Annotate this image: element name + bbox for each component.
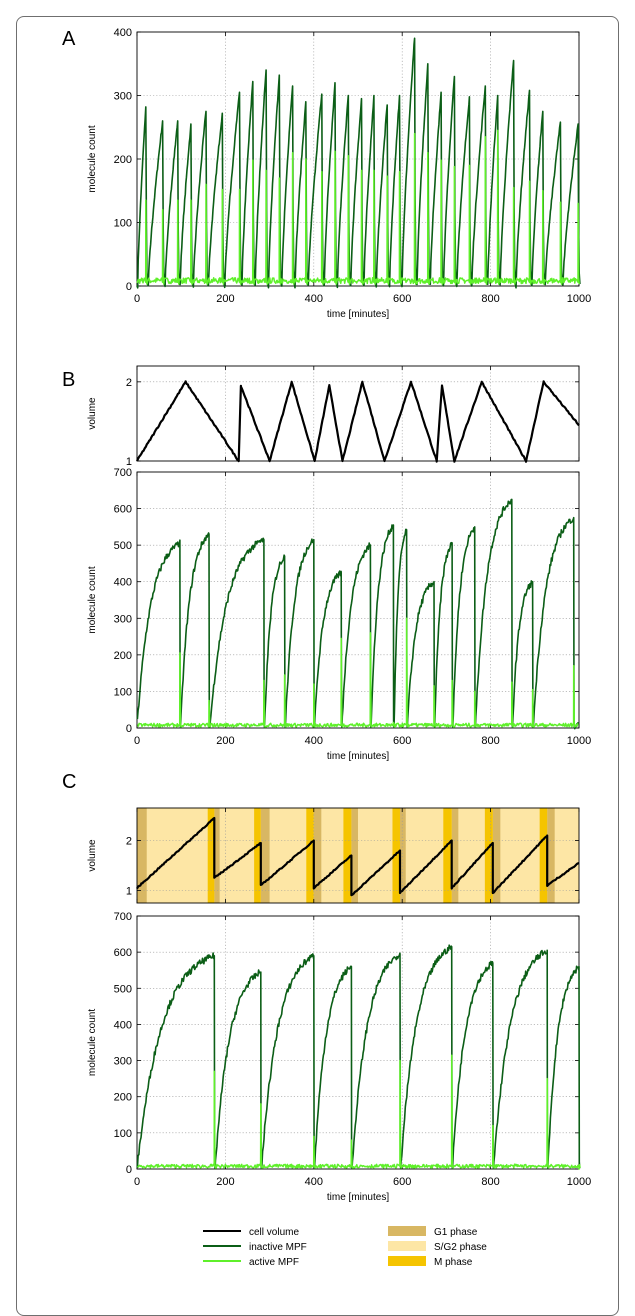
panel-c-xtick-label: 400 xyxy=(305,1176,323,1188)
panel-c-xtick-label: 200 xyxy=(216,1176,234,1188)
panel-c-ytick-label: 500 xyxy=(114,983,132,995)
panel-c-xtick-label: 600 xyxy=(393,1176,411,1188)
panel-b-xtick-label: 200 xyxy=(216,735,234,747)
panel-c-active-mpf-line xyxy=(137,1054,581,1170)
panel-b-active-mpf-line xyxy=(137,617,579,728)
panel-a-ytick-label: 300 xyxy=(114,91,132,103)
panel-c-inactive-mpf-line xyxy=(136,944,581,1170)
panel-c-ytick-label: 600 xyxy=(114,947,132,959)
panel-c-ytick-label: 700 xyxy=(114,911,132,923)
panel-b-volume-ytick-label: 2 xyxy=(126,377,132,389)
panel-a-active-mpf-line xyxy=(136,129,580,285)
panel-b-ytick-label: 500 xyxy=(114,540,132,552)
panel-c-volume-plot-frame xyxy=(136,807,580,904)
panel-c-axes: 0 100 200 300 400 500 600 700 0 200 400 600 800 1000 t… xyxy=(87,911,591,1203)
panel-a-ytick-label: 200 xyxy=(114,154,132,166)
panel-label-a: A xyxy=(62,28,76,50)
panel-b-xtick-label: 1000 xyxy=(567,735,591,747)
panel-c-m-band xyxy=(207,808,215,903)
panel-c-g1-band xyxy=(399,808,406,903)
panel-c-m-band xyxy=(484,808,493,903)
legend-swatch xyxy=(388,1226,426,1236)
panel-b-ylabel: molecule count xyxy=(87,566,98,633)
panel-a-xtick-label: 800 xyxy=(481,293,499,305)
legend-label: active MPF xyxy=(249,1257,299,1268)
panel-b-ytick-label: 100 xyxy=(114,686,132,698)
panel-b-ytick-label: 600 xyxy=(114,504,132,516)
panel-c-xtick-label: 800 xyxy=(481,1176,499,1188)
legend-swatch xyxy=(388,1256,426,1266)
legend-label: M phase xyxy=(434,1257,473,1268)
panel-c-cell-volume-line xyxy=(136,816,580,897)
panel-c-m-band xyxy=(306,808,314,903)
panel-c-g1-band xyxy=(492,808,501,903)
panel-c-m-band xyxy=(539,808,548,903)
legend-label: S/G2 phase xyxy=(434,1242,487,1253)
panel-c-ytick-label: 0 xyxy=(126,1164,132,1176)
panel-a-ytick-label: 400 xyxy=(114,27,132,39)
panel-b-volume-ytick-label: 1 xyxy=(126,456,132,468)
legend-label: cell volume xyxy=(249,1227,299,1238)
panel-b-volume-ylabel: volume xyxy=(87,397,98,430)
panel-c-g1-band xyxy=(260,808,270,903)
panel-c-ytick-label: 400 xyxy=(114,1019,132,1031)
panel-b-xlabel: time [minutes] xyxy=(327,751,389,762)
panel-c-ytick-label: 100 xyxy=(114,1128,132,1140)
legend-label: inactive MPF xyxy=(249,1242,307,1253)
panel-b-volume-axes: 1 2 volume xyxy=(87,365,580,468)
panel-b-axes: 0 100 200 300 400 500 600 700 0 200 400 600 800 1000 t… xyxy=(87,467,591,762)
panel-c-xlabel: time [minutes] xyxy=(327,1192,389,1203)
panel-b-plot-frame xyxy=(136,471,580,729)
panel-a-xtick-label: 0 xyxy=(134,293,140,305)
panel-c-ylabel: molecule count xyxy=(87,1009,98,1076)
panel-b-ytick-label: 300 xyxy=(114,613,132,625)
panel-b-ytick-label: 700 xyxy=(114,467,132,479)
panel-c-m-band xyxy=(254,808,261,903)
panel-c-phase-bands xyxy=(137,808,579,903)
panel-c-volume-ylabel: volume xyxy=(87,839,98,872)
panel-a-xtick-label: 600 xyxy=(393,293,411,305)
panel-c-g1-band xyxy=(547,808,555,903)
panel-b-ytick-label: 200 xyxy=(114,650,132,662)
panel-a-ytick-label: 0 xyxy=(126,281,132,293)
panel-a-xlabel: time [minutes] xyxy=(327,309,389,320)
panel-c-ytick-label: 300 xyxy=(114,1056,132,1068)
panel-b-xtick-label: 400 xyxy=(305,735,323,747)
panel-b-ytick-label: 400 xyxy=(114,577,132,589)
panel-c-volume-ytick-label: 1 xyxy=(126,886,132,898)
panel-b-xtick-label: 600 xyxy=(393,735,411,747)
legend-swatch xyxy=(388,1241,426,1251)
panel-a-ylabel: molecule count xyxy=(87,125,98,192)
panel-c-g1-band xyxy=(351,808,358,903)
panel-c-plot-frame xyxy=(136,915,580,1170)
panel-c-g1-band xyxy=(451,808,459,903)
panel-c-ytick-label: 200 xyxy=(114,1092,132,1104)
panel-a-xtick-label: 200 xyxy=(216,293,234,305)
panel-c-g1-band xyxy=(313,808,322,903)
panel-b-volume-plot-frame xyxy=(136,365,580,462)
panel-c-xtick-label: 1000 xyxy=(567,1176,591,1188)
panel-a-axes: 0 100 200 300 400 0 200 400 600 800 1000 time [minu… xyxy=(87,27,591,320)
panel-b-xtick-label: 0 xyxy=(134,735,140,747)
panel-a-inactive-mpf-line xyxy=(136,37,581,289)
panel-c-g1-band xyxy=(214,808,220,903)
panel-label-c: C xyxy=(62,771,76,793)
panel-c-xtick-label: 0 xyxy=(134,1176,140,1188)
panel-label-b: B xyxy=(62,369,75,391)
panel-c-volume-axes: 1 2 volume xyxy=(87,807,580,904)
panel-a-xtick-label: 400 xyxy=(305,293,323,305)
legend-label: G1 phase xyxy=(434,1227,478,1238)
panel-b-ytick-label: 0 xyxy=(126,723,132,735)
panel-c-m-band xyxy=(443,808,452,903)
panel-c-g1-band xyxy=(137,808,147,903)
panel-b-cell-volume-line xyxy=(136,380,580,463)
panel-c-volume-ytick-label: 2 xyxy=(126,836,132,848)
panel-b-xtick-label: 800 xyxy=(481,735,499,747)
panel-a-xtick-label: 1000 xyxy=(567,293,591,305)
panel-b-inactive-mpf-line xyxy=(136,498,580,730)
panel-a-ytick-label: 100 xyxy=(114,218,132,230)
legend: cell volume inactive MPF active MPF G1 phas… xyxy=(203,1226,487,1268)
panel-c-m-band xyxy=(343,808,352,903)
